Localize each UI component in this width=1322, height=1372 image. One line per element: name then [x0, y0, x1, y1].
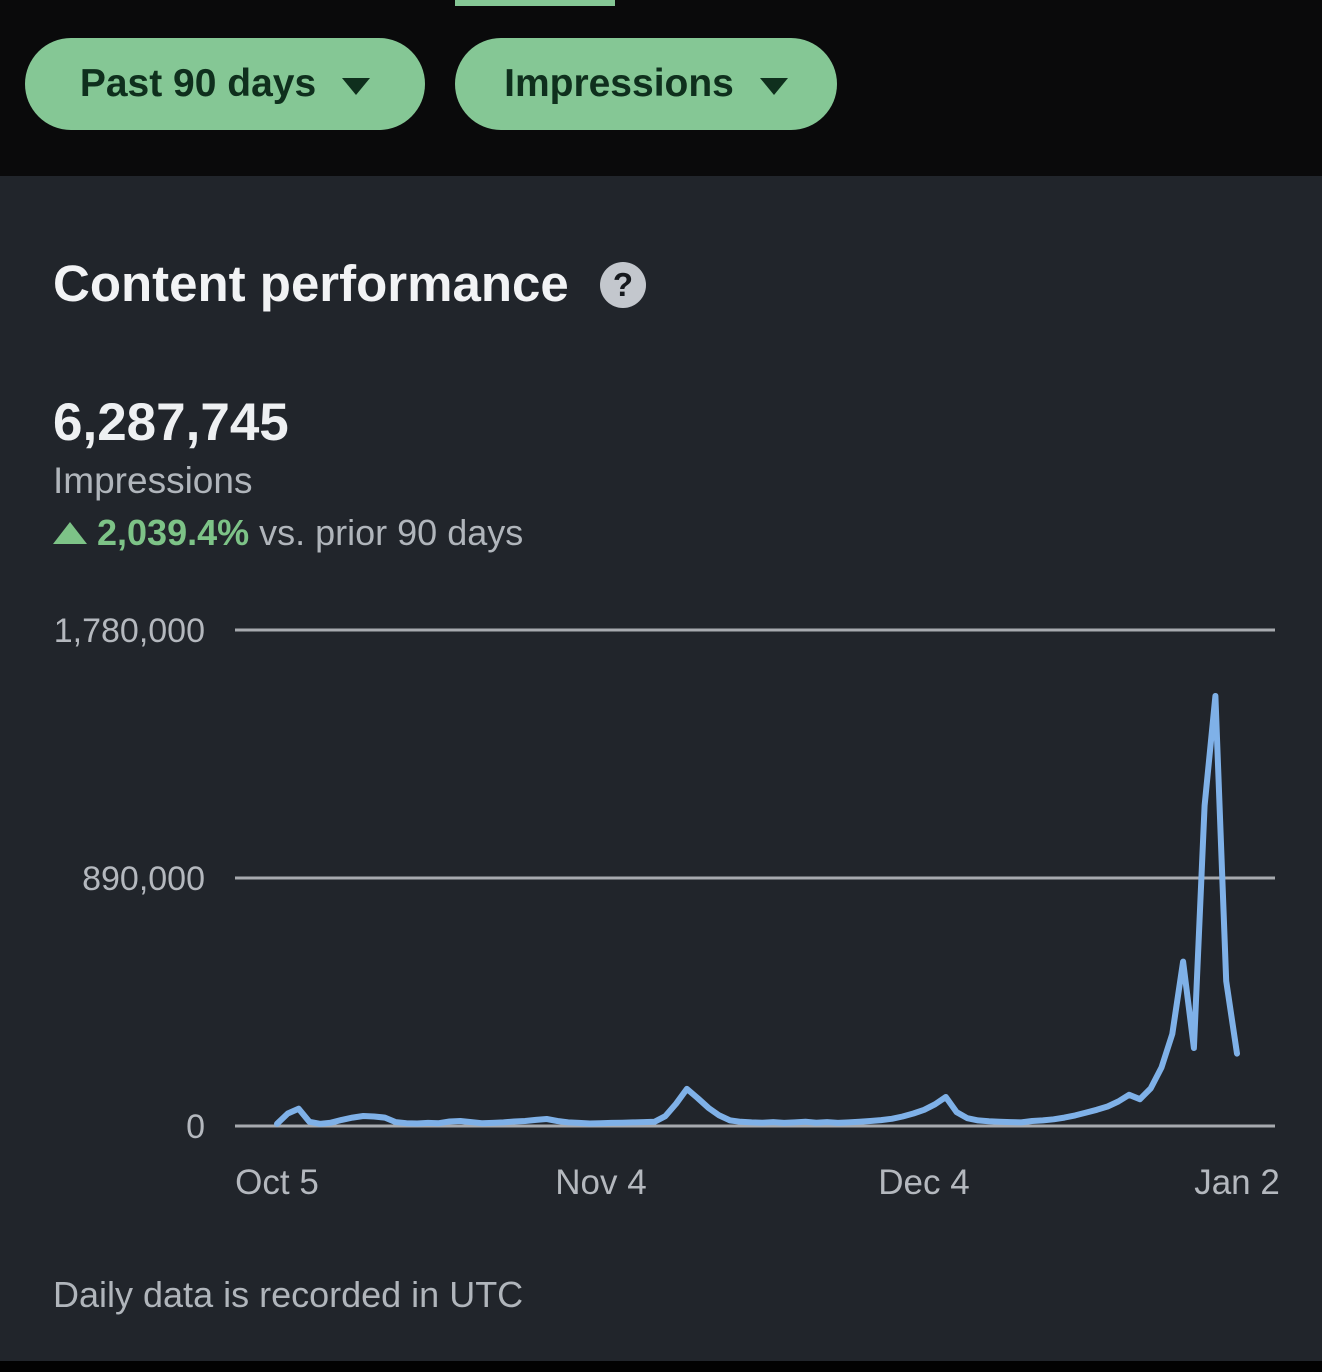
- x-tick-label: Jan 2: [1194, 1163, 1280, 1202]
- y-tick-label: 890,000: [82, 860, 205, 898]
- active-tab-indicator: [455, 0, 615, 6]
- y-tick-label: 0: [186, 1108, 205, 1146]
- y-tick-label: 1,780,000: [53, 612, 205, 650]
- metric-filter[interactable]: Impressions: [455, 38, 837, 130]
- help-icon[interactable]: ?: [600, 262, 646, 308]
- change-suffix: vs. prior 90 days: [259, 512, 524, 553]
- x-tick-label: Nov 4: [555, 1163, 647, 1202]
- section-title: Content performance: [53, 255, 569, 312]
- metric-filter-label: Impressions: [504, 62, 734, 105]
- chevron-down-icon: [759, 77, 788, 95]
- chevron-down-icon: [342, 77, 371, 95]
- change-percent: 2,039.4%: [97, 512, 250, 553]
- bottom-band: [0, 1361, 1322, 1372]
- date-range-label: Past 90 days: [79, 62, 317, 105]
- impressions-label: Impressions: [53, 460, 253, 501]
- trend-up-icon: [53, 522, 87, 544]
- top-filter-bar: Past 90 days Impressions: [0, 0, 1322, 176]
- x-tick-label: Oct 5: [235, 1163, 319, 1202]
- date-range-filter[interactable]: Past 90 days: [25, 38, 425, 130]
- x-tick-label: Dec 4: [878, 1163, 970, 1202]
- impressions-chart: [235, 628, 1275, 1128]
- utc-note: Daily data is recorded in UTC: [53, 1274, 524, 1315]
- impressions-line: [274, 693, 1240, 1127]
- impressions-total: 6,287,745: [53, 393, 289, 452]
- change-row: 2,039.4% vs. prior 90 days: [53, 512, 523, 554]
